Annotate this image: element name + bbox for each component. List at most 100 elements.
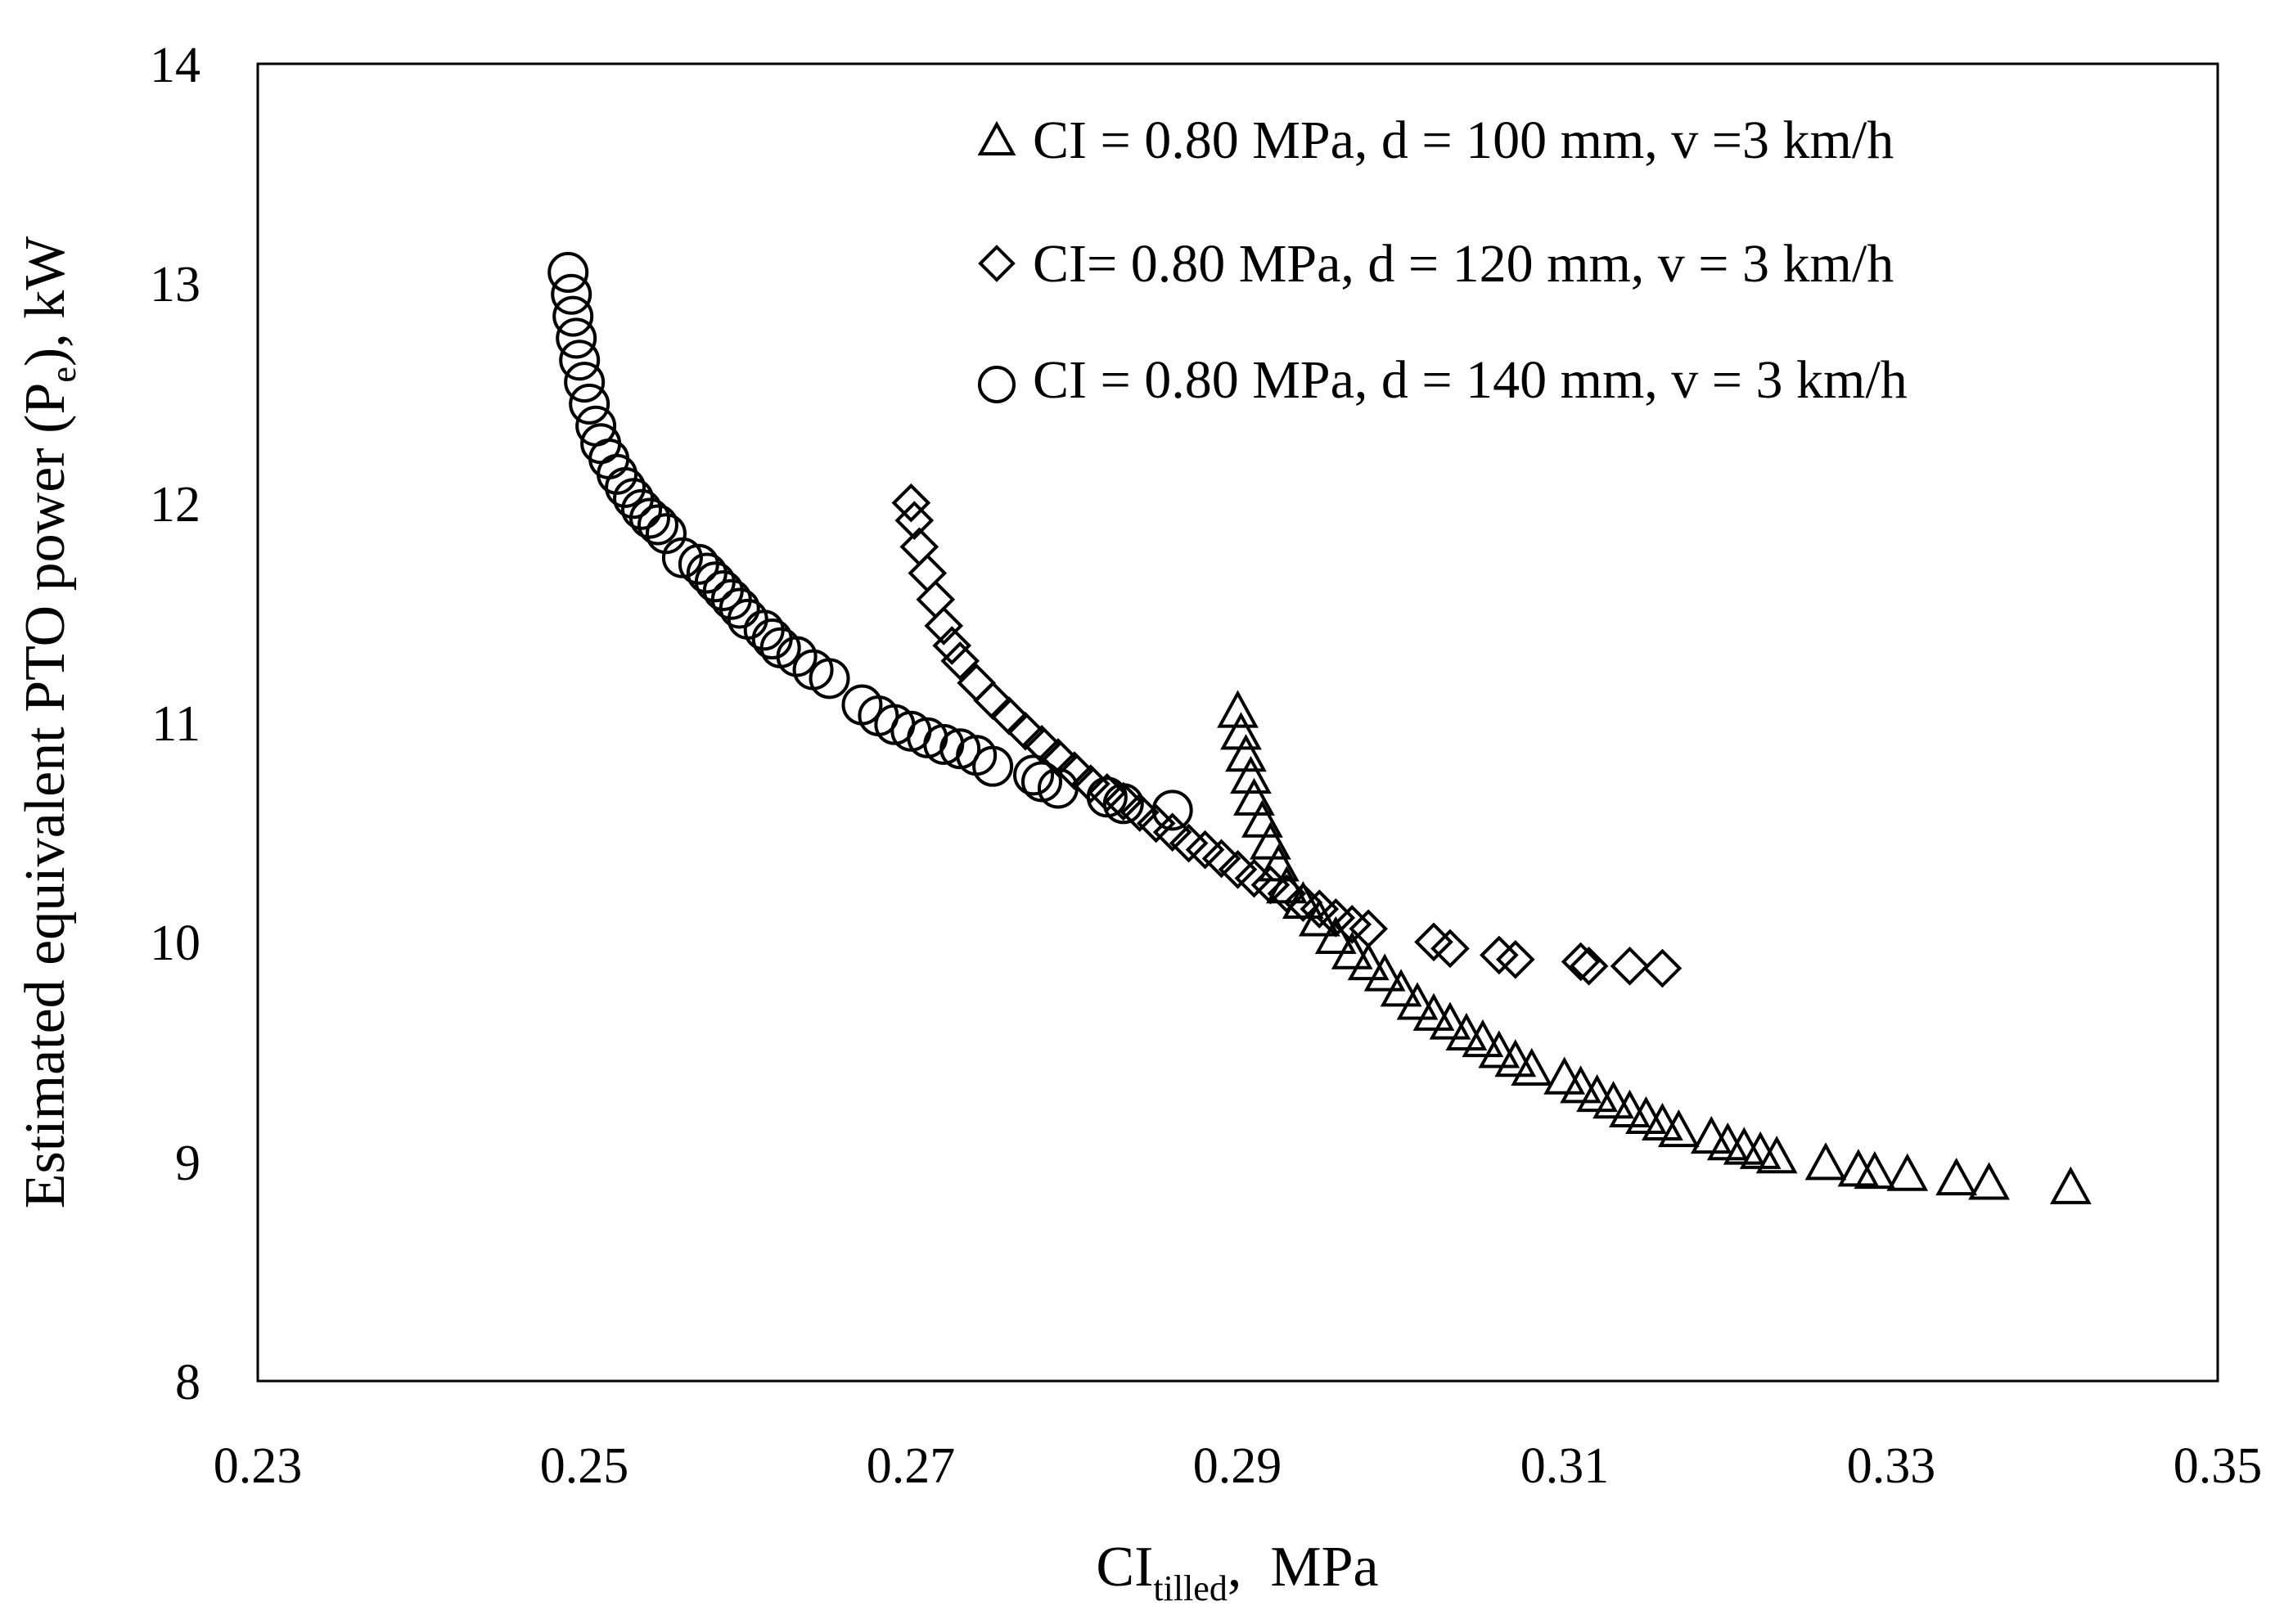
data-series-layer — [547, 251, 2092, 1204]
series-diamond — [891, 483, 1683, 988]
data-point-circle — [1102, 783, 1144, 825]
data-point-circle — [637, 504, 678, 546]
x-tick-label: 0.33 — [1847, 1438, 1936, 1494]
y-tick-label: 14 — [150, 38, 200, 93]
data-point-triangle — [1560, 1065, 1602, 1104]
data-point-diamond — [1561, 942, 1601, 982]
data-point-triangle — [1854, 1150, 1896, 1190]
data-point-triangle — [1576, 1074, 1618, 1113]
data-point-diamond — [973, 681, 1012, 720]
data-point-triangle — [2049, 1166, 2092, 1204]
x-tick-label: 0.23 — [214, 1438, 303, 1494]
legend-marker-diamond — [978, 245, 1016, 282]
data-point-diamond — [894, 501, 935, 540]
data-point-triangle — [1250, 821, 1291, 860]
data-point-diamond — [1119, 793, 1160, 832]
data-point-diamond — [940, 641, 980, 681]
data-point-circle — [1151, 790, 1193, 831]
data-point-diamond — [891, 483, 931, 523]
legend-item-circle: CI = 0.80 MPa, d = 140 mm, v = 3 km/h — [978, 350, 1908, 410]
data-point-triangle — [1837, 1149, 1880, 1187]
data-point-circle — [972, 745, 1014, 787]
data-point-diamond — [1430, 929, 1470, 969]
y-axis-title-subscript: e — [43, 367, 83, 383]
data-point-circle — [552, 295, 594, 337]
data-point-triangle — [1609, 1089, 1651, 1127]
data-point-triangle — [1642, 1102, 1683, 1141]
data-point-diamond — [932, 626, 972, 665]
data-point-diamond — [1569, 947, 1609, 986]
y-tick-label: 13 — [150, 257, 200, 313]
x-tick-label: 0.29 — [1193, 1438, 1282, 1494]
data-point-diamond — [1185, 830, 1225, 870]
data-point-triangle — [1543, 1056, 1586, 1095]
data-point-triangle — [1462, 1019, 1504, 1058]
data-point-circle — [559, 340, 601, 381]
data-point-circle — [597, 453, 638, 495]
data-point-triangle — [1217, 690, 1259, 728]
data-point-triangle — [1935, 1157, 1978, 1196]
series-circle — [547, 251, 1193, 831]
x-axis-title-main: CI — [1096, 1536, 1153, 1599]
data-point-diamond — [1103, 781, 1143, 821]
y-axis-ticks: 8 9 10 11 12 13 14 — [150, 38, 200, 1410]
plot-area-frame — [256, 62, 2219, 1383]
legend-marker-circle — [978, 366, 1016, 403]
data-point-triangle — [1968, 1162, 2010, 1200]
data-point-circle — [569, 383, 610, 425]
x-tick-label: 0.35 — [2174, 1438, 2263, 1494]
data-point-triangle — [1230, 755, 1272, 794]
x-tick-label: 0.25 — [540, 1438, 629, 1494]
data-point-diamond — [989, 696, 1029, 736]
y-axis-title-main: Estimated equivalent PTO power (P — [14, 383, 77, 1209]
data-point-triangle — [1347, 942, 1390, 981]
data-point-circle — [751, 619, 793, 660]
data-point-diamond — [1349, 909, 1388, 949]
legend-item-diamond: CI= 0.80 MPa, d = 120 mm, v = 3 km/h — [978, 234, 1894, 294]
data-point-circle — [1037, 767, 1079, 809]
data-point-triangle — [1755, 1136, 1798, 1174]
x-tick-label: 0.31 — [1520, 1438, 1610, 1494]
legend: CI = 0.80 MPa, d = 100 mm, v =3 km/h CI=… — [977, 110, 1908, 410]
y-axis-title: Estimated equivalent PTO power (Pe), kW — [14, 236, 83, 1209]
data-point-triangle — [1592, 1081, 1634, 1119]
data-point-circle — [564, 362, 606, 403]
data-point-triangle — [1706, 1122, 1749, 1161]
y-tick-label: 11 — [151, 696, 200, 752]
y-tick-label: 8 — [175, 1355, 200, 1410]
data-point-triangle — [1363, 953, 1406, 992]
data-point-diamond — [1055, 751, 1094, 790]
x-axis-title: CItilled, MPa — [1096, 1536, 1378, 1608]
data-point-triangle — [1331, 931, 1373, 969]
data-point-diamond — [1414, 922, 1453, 962]
y-tick-label: 12 — [150, 477, 200, 533]
data-point-circle — [809, 658, 850, 700]
data-point-triangle — [1429, 1001, 1471, 1040]
data-point-circle — [556, 317, 597, 359]
data-point-triangle — [1625, 1095, 1667, 1134]
data-point-circle — [547, 251, 589, 293]
data-point-triangle — [1380, 969, 1422, 1007]
legend-marker-triangle — [977, 120, 1016, 155]
data-point-circle — [621, 488, 663, 530]
data-point-diamond — [957, 663, 996, 703]
data-point-triangle — [1657, 1109, 1700, 1148]
x-axis-title-unit: , MPa — [1228, 1536, 1379, 1599]
data-point-triangle — [1478, 1030, 1520, 1068]
legend-label: CI = 0.80 MPa, d = 100 mm, v =3 km/h — [1033, 110, 1894, 170]
data-point-triangle — [1258, 843, 1300, 882]
legend-item-triangle: CI = 0.80 MPa, d = 100 mm, v =3 km/h — [977, 110, 1894, 170]
x-axis-ticks: 0.23 0.25 0.27 0.29 0.31 0.33 0.35 — [214, 1438, 2263, 1494]
x-tick-label: 0.27 — [867, 1438, 956, 1494]
series-triangle — [1217, 690, 2092, 1204]
y-tick-label: 9 — [175, 1136, 200, 1191]
data-point-circle — [605, 466, 646, 508]
data-point-diamond — [924, 606, 964, 646]
data-point-triangle — [1412, 992, 1455, 1031]
legend-label: CI = 0.80 MPa, d = 140 mm, v = 3 km/h — [1033, 350, 1908, 410]
data-point-circle — [551, 273, 592, 315]
data-point-diamond — [1642, 948, 1683, 988]
data-point-diamond — [1495, 939, 1535, 979]
data-point-triangle — [1241, 799, 1283, 838]
